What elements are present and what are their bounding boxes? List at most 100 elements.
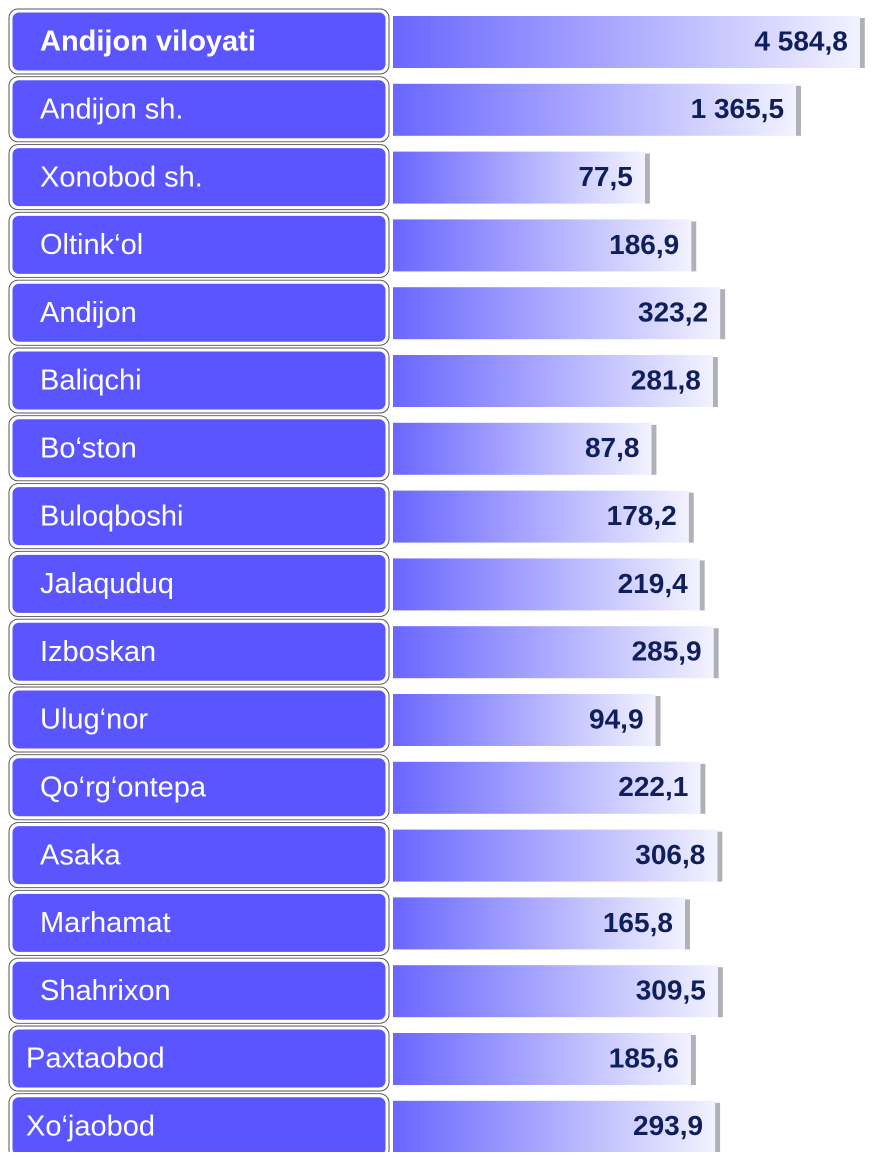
value-label: 4 584,8 xyxy=(754,25,847,56)
label-box xyxy=(9,348,389,413)
bar-shadow xyxy=(859,18,865,68)
label-box xyxy=(9,280,389,345)
bar xyxy=(393,422,652,475)
value-label: 178,2 xyxy=(607,500,677,531)
bar-shadow xyxy=(796,85,802,136)
label-box xyxy=(9,755,389,820)
category-label: Buloqboshi xyxy=(40,500,184,532)
bar-shadow xyxy=(644,153,650,204)
value-label: 222,1 xyxy=(618,771,688,802)
value-label: 1 365,5 xyxy=(691,93,784,124)
bar xyxy=(393,490,689,543)
value-label: 185,6 xyxy=(609,1042,679,1073)
bar xyxy=(393,1033,691,1085)
value-label: 87,8 xyxy=(585,432,640,463)
label-box xyxy=(9,890,389,955)
value-label: 94,9 xyxy=(589,703,644,734)
value-label: 165,8 xyxy=(603,907,673,938)
label-box-outline xyxy=(8,889,390,956)
label-box xyxy=(9,1026,389,1091)
label-box-outline xyxy=(8,415,390,482)
label-box xyxy=(9,77,389,142)
category-label: Xo‘jaobod xyxy=(26,1110,155,1142)
label-box-outline xyxy=(8,822,390,889)
bar-shadow xyxy=(688,492,694,543)
category-label: Ulug‘nor xyxy=(40,704,148,736)
label-box-outline xyxy=(8,347,390,414)
category-label: Shahrixon xyxy=(40,975,171,1007)
value-label: 306,8 xyxy=(635,839,705,870)
category-label: Andijon viloyati xyxy=(40,26,256,58)
label-box-outline xyxy=(8,1025,390,1092)
category-label: Izboskan xyxy=(40,636,156,668)
bar xyxy=(393,355,713,407)
bar xyxy=(393,83,797,136)
bar-shadow xyxy=(699,560,705,611)
bar xyxy=(393,897,685,950)
label-box-outline xyxy=(8,618,390,685)
bar xyxy=(393,558,700,611)
label-box xyxy=(9,212,389,277)
bar xyxy=(393,761,701,814)
value-label: 281,8 xyxy=(631,364,701,395)
bar-shadow xyxy=(684,899,690,950)
bar xyxy=(393,965,718,1018)
value-label: 293,9 xyxy=(633,1110,703,1141)
label-box xyxy=(9,9,389,74)
bar xyxy=(393,1100,716,1153)
bar-shadow xyxy=(651,424,657,475)
value-label: 186,9 xyxy=(609,229,679,260)
label-box xyxy=(9,687,389,752)
label-box-outline xyxy=(8,550,390,617)
label-box-outline xyxy=(8,144,390,211)
bar xyxy=(393,287,721,340)
value-label: 219,4 xyxy=(618,568,688,599)
label-box-outline xyxy=(8,211,390,278)
bar-shadow xyxy=(691,221,697,272)
label-box xyxy=(9,484,389,549)
label-box xyxy=(9,619,389,684)
bar-shadow xyxy=(717,831,723,882)
value-label: 309,5 xyxy=(636,975,706,1006)
bar-shadow xyxy=(655,696,661,746)
category-label: Oltink‘ol xyxy=(40,229,143,261)
bar-shadow xyxy=(720,289,726,340)
bar-shadow xyxy=(712,357,718,407)
label-box xyxy=(9,823,389,888)
value-label: 323,2 xyxy=(638,297,708,328)
bar xyxy=(393,694,656,746)
label-box-outline xyxy=(8,279,390,346)
category-label: Paxtaobod xyxy=(26,1043,165,1075)
label-box xyxy=(9,551,389,616)
label-box-outline xyxy=(8,76,390,143)
bar xyxy=(393,16,860,68)
category-label: Asaka xyxy=(40,839,121,871)
label-box-outline xyxy=(8,754,390,821)
bar xyxy=(393,829,718,882)
bar-shadow xyxy=(715,1102,721,1153)
bar xyxy=(393,219,692,272)
label-box-outline xyxy=(8,483,390,550)
category-label: Andijon xyxy=(40,297,137,329)
bar xyxy=(393,151,645,204)
category-label: Jalaquduq xyxy=(40,568,174,600)
category-label: Bo‘ston xyxy=(40,432,137,464)
category-label: Baliqchi xyxy=(40,365,142,397)
bar-shadow xyxy=(690,1035,696,1085)
label-box-outline xyxy=(8,957,390,1024)
value-label: 77,5 xyxy=(578,161,633,192)
bar xyxy=(393,626,714,679)
category-label: Qo‘rg‘ontepa xyxy=(40,771,207,803)
category-label: Xonobod sh. xyxy=(40,161,203,193)
label-box-outline xyxy=(8,686,390,753)
value-label: 285,9 xyxy=(632,636,702,667)
bar-shadow xyxy=(700,763,706,814)
label-box xyxy=(9,145,389,210)
bar-shadow xyxy=(717,967,723,1018)
label-box-outline xyxy=(8,8,390,75)
category-label: Marhamat xyxy=(40,907,171,939)
label-box xyxy=(9,416,389,481)
label-box-outline xyxy=(8,1093,390,1157)
label-box xyxy=(9,958,389,1023)
